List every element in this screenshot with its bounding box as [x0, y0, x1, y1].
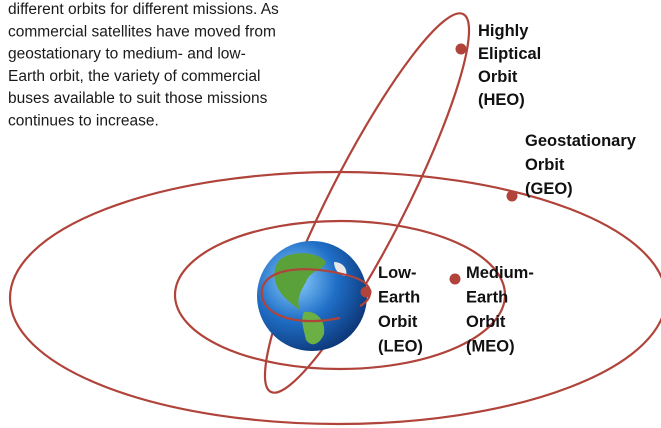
orbit-label: Eliptical: [478, 45, 541, 63]
meo-dot: [450, 274, 461, 285]
heo-dot: [456, 44, 467, 55]
leo-dot: [361, 287, 372, 298]
orbit-label: Orbit: [525, 156, 565, 174]
orbit-label: Orbit: [466, 313, 506, 331]
orbit-label: Earth: [466, 289, 508, 307]
orbit-label: Earth: [378, 289, 420, 307]
paragraph-line: buses available to suit those missions: [8, 90, 268, 107]
paragraph-line: different orbits for different missions.…: [8, 1, 279, 18]
orbit-label: Orbit: [378, 313, 418, 331]
orbit-label: Orbit: [478, 68, 518, 86]
orbit-label: Highly: [478, 22, 529, 40]
orbit-label: Low-: [378, 264, 417, 282]
paragraph-line: Earth orbit, the variety of commercial: [8, 68, 260, 85]
orbit-label: (HEO): [478, 91, 525, 109]
orbit-label: Medium-: [466, 264, 534, 282]
paragraph-line: geostationary to medium- and low-: [8, 46, 246, 63]
paragraph-line: commercial satellites have moved from: [8, 23, 276, 40]
geo-dot: [507, 191, 518, 202]
earth: [257, 241, 367, 351]
orbit-label: (LEO): [378, 338, 423, 356]
orbit-diagram: different orbits for different missions.…: [0, 0, 661, 428]
paragraph-line: continues to increase.: [8, 113, 159, 130]
orbit-label: (GEO): [525, 180, 573, 198]
orbit-label: (MEO): [466, 338, 515, 356]
orbit-label: Geostationary: [525, 132, 637, 150]
